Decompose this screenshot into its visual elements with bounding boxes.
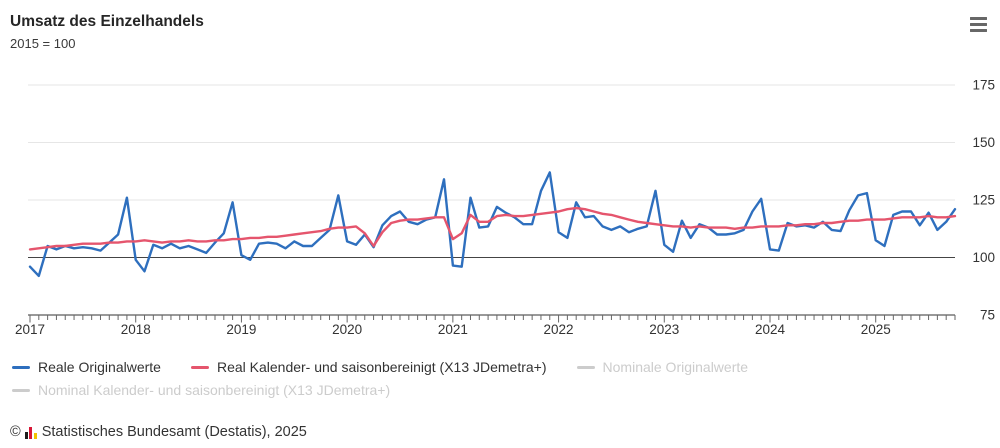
legend-item-2[interactable]: Nominale Originalwerte xyxy=(576,359,749,375)
gridlines xyxy=(28,84,955,258)
legend-item-1[interactable]: Real Kalender- und saisonbereinigt (X13 … xyxy=(190,359,547,375)
series-lines xyxy=(28,171,957,278)
legend-swatch xyxy=(12,365,30,369)
x-axis-label: 2017 xyxy=(15,322,45,337)
chart-plot-area: 75 100 125 150 175 2017 2018 2019 2020 2021 2022 20… xyxy=(15,78,995,338)
legend-label: Nominal Kalender- und saisonbereinigt (X… xyxy=(38,382,391,398)
x-axis-label: 2018 xyxy=(121,322,151,337)
x-axis-label: 2021 xyxy=(438,322,468,337)
footer-attribution: © Statistisches Bundesamt (Destatis), 20… xyxy=(10,424,307,440)
legend-item-0[interactable]: Reale Originalwerte xyxy=(12,359,161,375)
legend-label: Reale Originalwerte xyxy=(38,359,161,375)
axes xyxy=(28,314,956,323)
y-axis-label: 150 xyxy=(972,135,995,150)
legend-swatch xyxy=(576,365,595,369)
y-axis-label: 125 xyxy=(972,193,995,208)
y-axis-label: 175 xyxy=(972,78,995,93)
legend-label: Real Kalender- und saisonbereinigt (X13 … xyxy=(216,359,547,375)
chart-title: Umsatz des Einzelhandels xyxy=(10,13,204,30)
x-axis-label: 2025 xyxy=(861,322,891,337)
y-axis-label: 75 xyxy=(980,308,995,323)
y-axis-label: 100 xyxy=(972,250,995,265)
copyright-symbol: © xyxy=(10,424,21,440)
chart-context-menu-button[interactable] xyxy=(966,13,990,37)
series-line-1[interactable] xyxy=(28,206,957,251)
x-axis-label: 2023 xyxy=(649,322,679,337)
x-axis-label: 2022 xyxy=(544,322,574,337)
legend-swatch xyxy=(12,388,30,392)
footer-text: Statistisches Bundesamt (Destatis), 2025 xyxy=(41,424,307,440)
legend-swatch xyxy=(190,365,209,369)
legend-label: Nominale Originalwerte xyxy=(602,359,749,375)
legend-row-2: Nominal Kalender- und saisonbereinigt (X… xyxy=(12,382,988,398)
axis-labels: 75 100 125 150 175 2017 2018 2019 2020 2021 2022 20… xyxy=(15,78,995,338)
x-axis-label: 2020 xyxy=(332,322,362,337)
legend-row-1: Reale Originalwerte Real Kalender- und sa… xyxy=(12,359,988,375)
legend: Reale Originalwerte Real Kalender- und sa… xyxy=(12,359,988,405)
destatis-logo-icon xyxy=(24,426,37,439)
legend-item-3[interactable]: Nominal Kalender- und saisonbereinigt (X… xyxy=(12,382,390,398)
hamburger-icon xyxy=(969,16,987,34)
x-axis-label: 2019 xyxy=(226,322,256,337)
x-axis-label: 2024 xyxy=(755,322,786,337)
chart-subtitle: 2015 = 100 xyxy=(10,36,76,51)
